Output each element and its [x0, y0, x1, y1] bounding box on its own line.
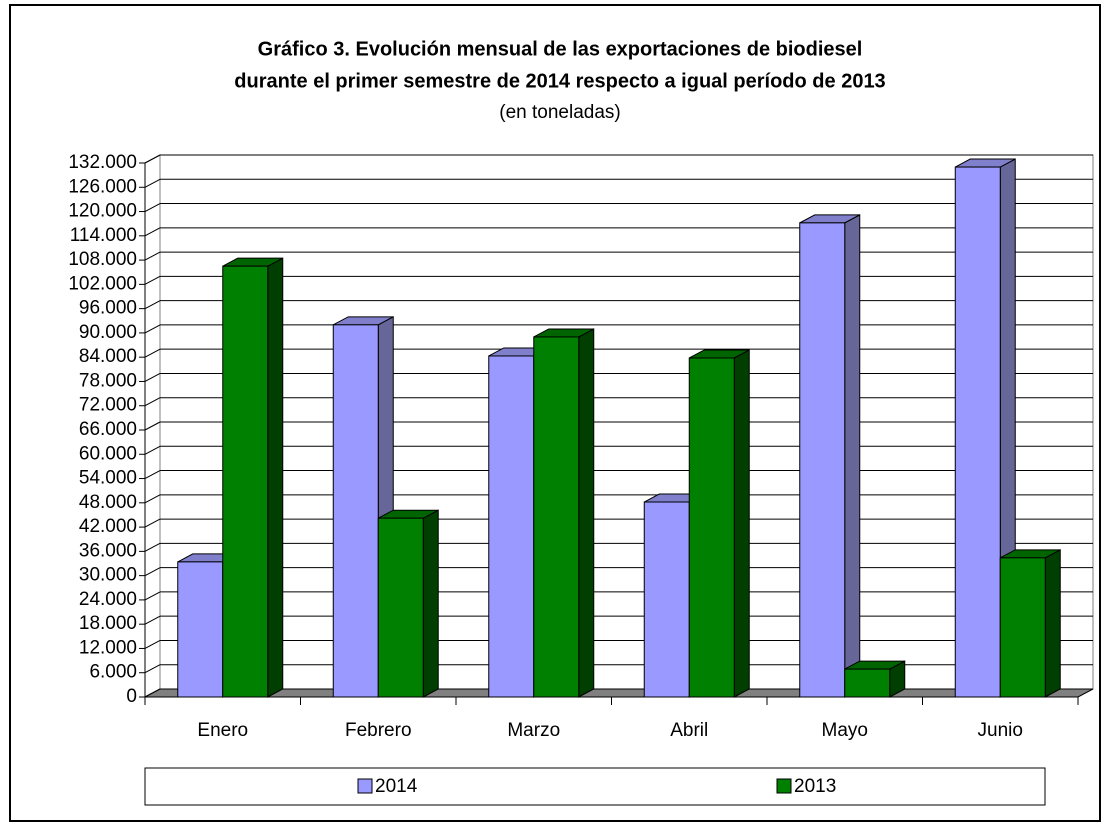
grid-line-side [144, 300, 161, 310]
y-tick-label: 90.000 [79, 322, 137, 343]
y-tick-label: 0 [126, 686, 137, 707]
bar-front [332, 324, 379, 698]
y-tick-label: 36.000 [79, 540, 137, 561]
y-tick-label: 54.000 [79, 468, 137, 489]
bar-side [578, 328, 595, 698]
y-tick-label: 114.000 [70, 225, 137, 246]
legend-label: 2014 [375, 776, 418, 797]
bar [222, 257, 284, 698]
x-tick-label: Mayo [822, 720, 868, 741]
y-tick-label: 84.000 [79, 346, 137, 367]
bar-front [844, 668, 891, 698]
y-tick-label: 66.000 [79, 419, 137, 440]
bar [688, 349, 750, 698]
grid-line-side [144, 664, 161, 674]
grid-line-side [144, 373, 161, 382]
grid-line-side [144, 615, 161, 625]
bar-front [799, 222, 846, 698]
y-tick-label: 96.000 [79, 298, 137, 319]
bar-front [488, 355, 535, 698]
y-tick-label: 132.000 [68, 152, 137, 173]
x-tick-label: Enero [197, 720, 248, 741]
y-tick-label: 120.000 [68, 201, 137, 222]
legend-box [144, 767, 1046, 806]
grid-line-side [144, 470, 161, 479]
y-tick-label: 72.000 [79, 395, 137, 416]
legend-swatch [357, 778, 373, 794]
chart-title-line2: durante el primer semestre de 2014 respe… [234, 70, 885, 92]
bar [377, 509, 439, 698]
floor [144, 688, 1094, 698]
grid-line-side [144, 227, 161, 237]
bar [999, 549, 1061, 698]
bar-front [643, 501, 690, 698]
bar-side [1044, 549, 1061, 698]
grid-line-side [144, 154, 161, 164]
bar [533, 328, 595, 698]
bar-side [733, 349, 750, 698]
x-tick-label: Febrero [345, 720, 412, 741]
grid-line-side [144, 275, 161, 285]
bar-front [377, 517, 424, 698]
grid-line-side [144, 203, 161, 212]
grid-line-side [144, 494, 161, 504]
bar-side [844, 214, 861, 698]
grid-line-side [144, 178, 161, 188]
grid-line-side [144, 421, 161, 431]
bar-front [954, 166, 1001, 698]
y-tick-label: 102.000 [68, 273, 137, 294]
bar-front [533, 336, 580, 698]
bar [844, 660, 906, 698]
y-tick-label: 42.000 [79, 516, 137, 537]
y-tick-label: 30.000 [79, 565, 137, 586]
bar-front [177, 561, 224, 698]
grid-line-side [144, 397, 161, 407]
y-tick-label: 60.000 [79, 443, 137, 464]
bar-side [267, 257, 284, 698]
grid-line-side [144, 348, 161, 358]
grid-line-side [144, 445, 161, 455]
y-tick-label: 6.000 [89, 662, 137, 683]
bar-front [999, 557, 1046, 698]
chart-subtitle: (en toneladas) [499, 102, 620, 123]
legend-label: 2013 [794, 776, 836, 797]
bar-front [688, 357, 735, 698]
x-tick-label: Abril [670, 720, 708, 741]
grid-line-side [144, 542, 161, 552]
y-tick-label: 126.000 [68, 176, 137, 197]
grid-line-side [144, 567, 161, 577]
chart-title: Gráfico 3. Evolución mensual de las expo… [258, 38, 863, 60]
legend-swatch [776, 778, 792, 794]
bar [799, 214, 861, 698]
x-tick-label: Junio [978, 720, 1023, 741]
y-tick-label: 78.000 [79, 370, 137, 391]
grid-line-side [144, 251, 161, 261]
bar-side [422, 509, 439, 698]
grid-line-side [144, 518, 161, 528]
y-tick-label: 48.000 [79, 492, 137, 513]
y-tick-label: 24.000 [79, 589, 137, 610]
grid-line-side [144, 324, 161, 334]
y-tick-label: 18.000 [79, 613, 137, 634]
grid-line-side [144, 640, 161, 649]
y-tick-label: 12.000 [79, 637, 137, 658]
bar-front [222, 265, 269, 698]
grid-line-side [144, 591, 161, 601]
y-tick-label: 108.000 [68, 249, 137, 270]
x-tick-label: Marzo [507, 720, 560, 741]
